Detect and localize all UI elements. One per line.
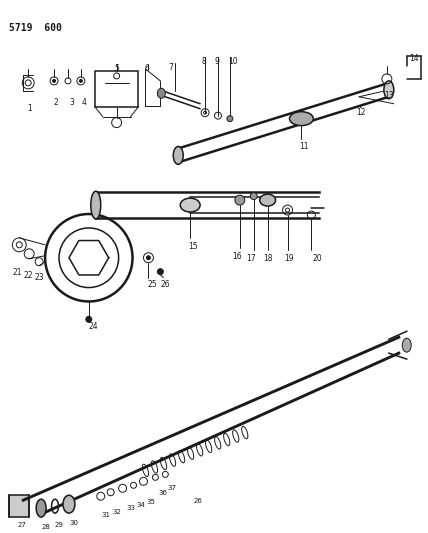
Text: 3: 3 [69, 98, 74, 107]
Text: 32: 32 [112, 509, 121, 515]
Text: 30: 30 [69, 520, 78, 526]
Text: 1: 1 [27, 104, 32, 113]
Text: 29: 29 [55, 522, 63, 528]
Text: 18: 18 [263, 254, 272, 263]
Text: 11: 11 [300, 142, 309, 151]
Circle shape [86, 317, 92, 322]
Text: 22: 22 [24, 271, 33, 280]
Ellipse shape [63, 495, 75, 513]
Circle shape [250, 192, 257, 200]
Circle shape [235, 195, 245, 205]
Text: 8: 8 [202, 57, 206, 66]
Ellipse shape [260, 194, 276, 206]
Text: 17: 17 [246, 254, 256, 263]
Text: 9: 9 [214, 57, 220, 66]
Text: 16: 16 [232, 252, 242, 261]
Ellipse shape [402, 338, 411, 352]
Text: 37: 37 [168, 485, 177, 491]
Circle shape [227, 116, 233, 122]
Ellipse shape [158, 88, 165, 98]
Text: 6: 6 [145, 64, 150, 73]
Text: 21: 21 [12, 268, 22, 277]
Ellipse shape [36, 499, 46, 517]
Text: 15: 15 [188, 242, 198, 251]
Text: 26: 26 [160, 280, 170, 288]
Text: 2: 2 [54, 98, 58, 107]
Ellipse shape [384, 81, 394, 99]
Text: 28: 28 [42, 524, 51, 530]
Text: 4: 4 [81, 98, 86, 107]
Text: 5: 5 [114, 64, 119, 73]
Bar [95, 71, 139, 107]
Circle shape [53, 79, 56, 83]
Text: 13: 13 [384, 91, 394, 100]
Ellipse shape [289, 112, 313, 126]
Text: 31: 31 [101, 512, 110, 518]
Text: 7: 7 [168, 63, 173, 72]
Ellipse shape [173, 147, 183, 164]
Text: 19: 19 [285, 254, 294, 263]
Text: 14: 14 [409, 54, 419, 63]
Text: 36: 36 [159, 490, 168, 496]
Text: 20: 20 [312, 254, 322, 263]
Text: 5719  600: 5719 600 [9, 23, 62, 33]
Ellipse shape [91, 191, 101, 219]
Text: 34: 34 [136, 502, 145, 508]
Text: 26: 26 [193, 498, 202, 504]
Text: 10: 10 [228, 57, 238, 66]
Bar [9, 495, 29, 517]
Text: 33: 33 [126, 505, 135, 511]
Text: 35: 35 [146, 499, 155, 505]
Text: 27: 27 [18, 522, 27, 528]
Circle shape [158, 269, 163, 274]
Text: 24: 24 [89, 322, 98, 332]
Circle shape [146, 256, 150, 260]
Text: 12: 12 [356, 108, 366, 117]
Text: 23: 23 [34, 273, 44, 281]
Ellipse shape [180, 198, 200, 212]
Text: 25: 25 [148, 280, 157, 288]
Circle shape [79, 79, 82, 83]
